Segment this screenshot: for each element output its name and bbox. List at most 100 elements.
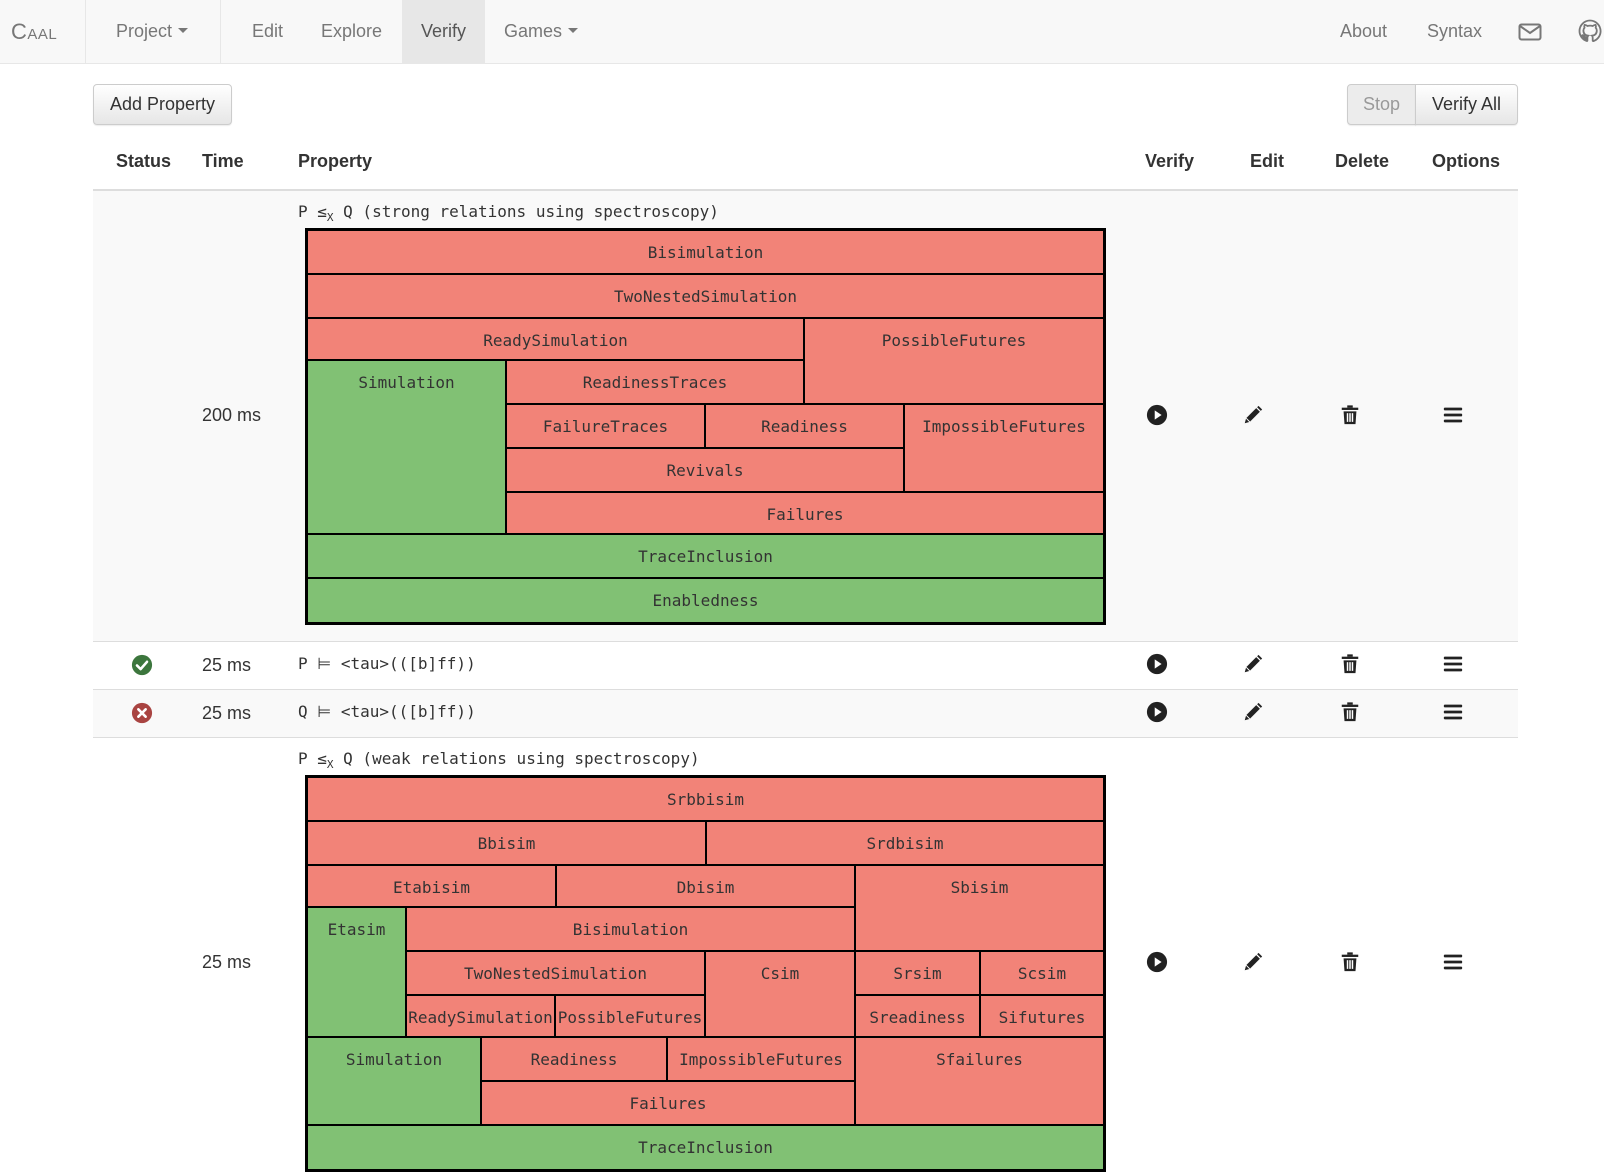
relation-box: PossibleFutures	[555, 995, 705, 1037]
header-status: Status	[116, 151, 172, 171]
verify-button[interactable]	[1146, 951, 1170, 975]
row-divider	[93, 641, 1518, 642]
table-row	[93, 642, 1518, 689]
verify-button[interactable]	[1146, 404, 1170, 428]
relation-box: Readiness	[481, 1037, 667, 1081]
verify-button[interactable]	[1146, 701, 1170, 725]
edit-button[interactable]	[1242, 653, 1266, 677]
options-button[interactable]	[1442, 404, 1466, 428]
relation-box: FailureTraces	[506, 404, 705, 448]
relation-box: Failures	[506, 492, 1104, 534]
verify-button[interactable]	[1146, 653, 1170, 677]
menu-icon	[1443, 407, 1463, 423]
delete-button[interactable]	[1339, 701, 1363, 725]
trash-icon	[1341, 952, 1359, 972]
options-button[interactable]	[1442, 701, 1466, 725]
relation-box: ImpossibleFutures	[904, 404, 1104, 492]
relation-box: Failures	[481, 1081, 855, 1125]
relation-box: Simulation	[307, 1037, 481, 1125]
caret-down-icon	[178, 28, 189, 34]
nav-project-label: Project	[116, 21, 173, 41]
relation-box: Enabledness	[307, 578, 1104, 623]
relation-box: Readiness	[705, 404, 904, 448]
relation-box: Bbisim	[307, 821, 706, 865]
nav-about[interactable]: About	[1340, 21, 1388, 41]
menu-icon	[1443, 954, 1463, 970]
caret-down-icon	[568, 28, 579, 34]
options-button[interactable]	[1442, 951, 1466, 975]
property-text: P ⊨ <tau>(([b]ff))	[298, 654, 476, 673]
nav-games-dropdown[interactable]: Games	[504, 0, 579, 63]
navbar: Caal Project Edit Explore Verify Games A…	[0, 0, 1604, 64]
relation-box: ReadinessTraces	[506, 360, 804, 404]
edit-button[interactable]	[1242, 701, 1266, 725]
property-subscript: X	[326, 211, 334, 224]
header-property: Property	[298, 151, 373, 171]
menu-icon	[1443, 656, 1463, 672]
edit-button[interactable]	[1242, 951, 1266, 975]
relation-box: TraceInclusion	[307, 534, 1104, 578]
property-prefix: P ≤	[298, 749, 327, 768]
relation-box: Dbisim	[556, 865, 855, 907]
brand-logo[interactable]: Caal	[11, 19, 58, 44]
delete-button[interactable]	[1339, 653, 1363, 677]
trash-icon	[1341, 405, 1359, 425]
property-text: Q ⊨ <tau>(([b]ff))	[298, 702, 476, 721]
pencil-icon	[1244, 654, 1263, 673]
relation-box: Srdbisim	[706, 821, 1104, 865]
menu-icon	[1443, 704, 1463, 720]
relation-box: TwoNestedSimulation	[406, 951, 705, 995]
nav-games-label: Games	[504, 21, 563, 41]
relation-box: Etasim	[307, 907, 406, 1037]
header-divider	[93, 189, 1518, 191]
options-button[interactable]	[1442, 653, 1466, 677]
nav-project-dropdown[interactable]: Project	[116, 0, 189, 63]
trash-icon	[1341, 654, 1359, 674]
spectroscopy-diagram: Srbbisim Bbisim Srdbisim Etabisim Dbisim Sbis…	[305, 775, 1106, 1172]
relation-box: ReadySimulation	[406, 995, 555, 1037]
relation-box: Srbbisim	[307, 777, 1104, 821]
pencil-icon	[1244, 952, 1263, 971]
play-icon	[1146, 404, 1168, 426]
relation-box: Revivals	[506, 448, 904, 492]
nav-edit[interactable]: Edit	[252, 21, 284, 41]
github-icon[interactable]	[1578, 19, 1602, 43]
delete-button[interactable]	[1339, 404, 1363, 428]
time-cell: 200 ms	[202, 405, 262, 425]
property-suffix: Q (weak relations using spectroscopy)	[333, 749, 700, 768]
verify-all-button[interactable]: Verify All	[1415, 84, 1518, 125]
relation-box: Sfailures	[855, 1037, 1104, 1125]
delete-button[interactable]	[1339, 951, 1363, 975]
play-icon	[1146, 653, 1168, 675]
add-property-button[interactable]: Add Property	[93, 84, 232, 125]
property-text: P ≤X Q (strong relations using spectrosc…	[298, 202, 719, 224]
x-circle-icon	[131, 702, 153, 724]
relation-box: Csim	[705, 951, 855, 1037]
relation-box: ReadySimulation	[307, 318, 804, 360]
header-edit: Edit	[1250, 151, 1284, 171]
trash-icon	[1341, 702, 1359, 722]
relation-box: Sbisim	[855, 865, 1104, 951]
nav-divider	[85, 0, 86, 63]
relation-box: Sreadiness	[855, 995, 980, 1037]
time-cell: 25 ms	[202, 703, 252, 723]
nav-divider	[220, 0, 221, 63]
relation-box: Simulation	[307, 360, 506, 534]
nav-explore[interactable]: Explore	[321, 21, 383, 41]
envelope-icon[interactable]	[1518, 20, 1542, 44]
pencil-icon	[1244, 405, 1263, 424]
property-text: P ≤X Q (weak relations using spectroscop…	[298, 749, 700, 771]
nav-verify[interactable]: Verify	[402, 0, 485, 63]
play-icon	[1146, 951, 1168, 973]
time-cell: 25 ms	[202, 655, 252, 675]
play-icon	[1146, 701, 1168, 723]
stop-button[interactable]: Stop	[1347, 84, 1416, 125]
nav-syntax[interactable]: Syntax	[1427, 21, 1483, 41]
relation-box: Etabisim	[307, 865, 556, 907]
property-subscript: X	[326, 758, 334, 771]
row-divider	[93, 689, 1518, 690]
relation-box: Bisimulation	[307, 230, 1104, 274]
edit-button[interactable]	[1242, 404, 1266, 428]
spectroscopy-diagram: Bisimulation TwoNestedSimulation ReadySimu…	[305, 228, 1106, 625]
header-delete: Delete	[1335, 151, 1390, 171]
